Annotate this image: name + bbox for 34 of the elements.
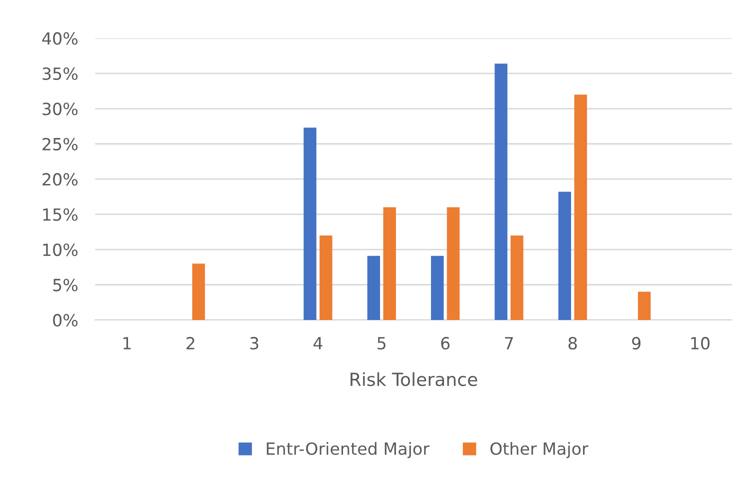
y-tick-label: 15%	[43, 208, 78, 221]
x-tick-label: 4	[313, 337, 322, 350]
bar	[446, 207, 460, 320]
bar	[430, 256, 444, 320]
bar	[383, 207, 396, 320]
x-tick-label: 9	[632, 336, 640, 350]
y-tick-label: 5%	[53, 278, 78, 292]
x-tick-label: 1	[123, 337, 131, 350]
legend-label: Other Major	[490, 442, 588, 458]
x-tick-label: 6	[441, 336, 450, 350]
y-tick-label: 25%	[42, 138, 78, 150]
x-axis-title: Risk Tolerance	[350, 372, 478, 386]
x-tick-label: 5	[378, 337, 386, 350]
y-tick-label: 20%	[42, 173, 78, 186]
bar	[494, 64, 508, 320]
y-tick-label: 0%	[53, 314, 78, 327]
bar	[558, 192, 572, 320]
x-tick-label: 3	[250, 336, 258, 350]
x-tick-label: 8	[568, 336, 577, 350]
bar	[304, 128, 316, 320]
y-tick-label: 30%	[42, 102, 78, 116]
y-tick-label: 10%	[43, 243, 78, 256]
x-tick-label: 10	[691, 336, 710, 350]
y-tick-label: 40%	[42, 32, 78, 45]
y-tick-label: 35%	[42, 67, 78, 80]
bar	[192, 264, 205, 320]
bar	[320, 235, 332, 320]
bar	[510, 235, 524, 320]
bar	[367, 256, 380, 320]
x-tick-label: 7	[505, 337, 513, 350]
bar	[638, 292, 651, 320]
legend-label: Entr-Oriented Major	[266, 442, 430, 458]
x-tick-label: 2	[186, 336, 194, 350]
bar	[574, 94, 587, 320]
